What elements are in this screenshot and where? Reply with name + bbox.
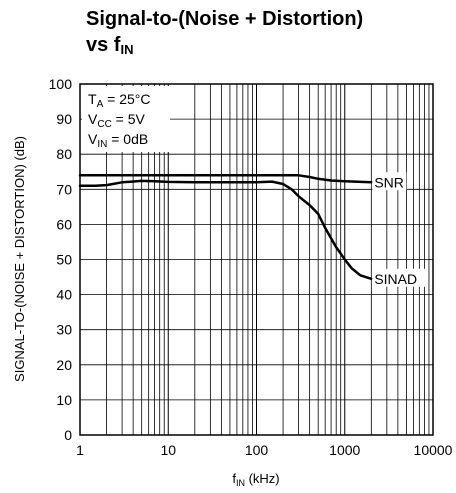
- conditions-box: TA = 25°C VCC = 5V VIN = 0dB: [82, 86, 170, 152]
- x-tick-label: 1000: [329, 442, 360, 458]
- series-labels: SNR SINAD: [372, 172, 427, 287]
- y-tick-label: 40: [56, 287, 72, 303]
- x-tick-label: 10000: [414, 442, 453, 458]
- series-label-bg: [372, 268, 427, 287]
- y-tick-label: 100: [49, 76, 73, 92]
- series-label-bg: [372, 172, 407, 191]
- y-tick-label: 20: [56, 357, 72, 373]
- y-tick-label: 60: [56, 216, 72, 232]
- y-tick-label: 10: [56, 392, 72, 408]
- chart-title-main: vs f: [86, 34, 121, 56]
- condition-vcc: VCC = 5V: [88, 111, 146, 130]
- series-label-snr: SNR: [374, 174, 404, 190]
- x-axis-title: fIN (kHz): [232, 471, 279, 488]
- plot-frame: [79, 83, 434, 436]
- y-tick-label: 50: [56, 252, 72, 268]
- chart-title-line1: Signal-to-(Noise + Distortion): [86, 8, 364, 30]
- y-tick-label: 70: [56, 181, 72, 197]
- y-tick-label: 30: [56, 322, 72, 338]
- y-tick-label: 90: [56, 111, 72, 127]
- x-tick-label: 1: [76, 442, 84, 458]
- y-tick-label: 80: [56, 146, 72, 162]
- chart-title: Signal-to-(Noise + Distortion) vs fIN: [86, 6, 363, 63]
- chart-title-sub: IN: [120, 42, 134, 57]
- series-line-sinad: [78, 179, 373, 281]
- y-tick-labels: 0 10 20 30 40 50 60 70 80 90 100: [49, 76, 73, 443]
- series-line-snr: [78, 174, 373, 184]
- x-tick-label: 100: [245, 442, 269, 458]
- series-label-sinad: SINAD: [374, 271, 417, 287]
- x-tick-labels: 1 10 100 1000 10000: [76, 442, 453, 458]
- x-tick-label: 10: [160, 442, 176, 458]
- condition-ta: TA = 25°C: [88, 91, 150, 110]
- y-tick-label: 0: [64, 427, 72, 443]
- series-group: [78, 174, 373, 281]
- condition-vin: VIN = 0dB: [88, 131, 148, 150]
- chart-title-line2: vs fIN: [86, 32, 363, 63]
- y-axis-title: SIGNAL-TO-(NOISE + DISTORTION) (dB): [12, 136, 27, 382]
- conditions-box-bg: [82, 86, 170, 152]
